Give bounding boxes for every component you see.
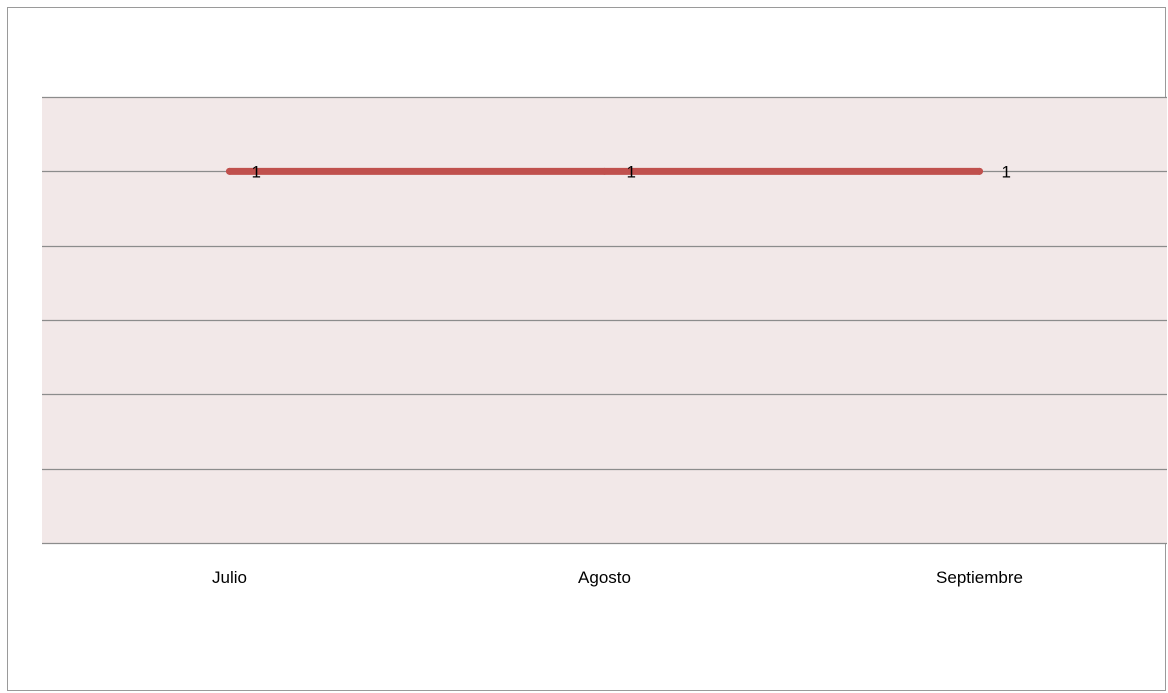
x-tick-label: Agosto [578,568,631,587]
data-labels: 1 1 1 [252,162,1011,181]
x-tick-label: Julio [212,568,247,587]
data-point [601,167,608,175]
chart-frame: 1 1 1 Julio Agosto Septiembre [7,7,1167,691]
data-label: 1 [1002,162,1011,181]
data-label: 1 [627,162,636,181]
line-chart: 1 1 1 Julio Agosto Septiembre [42,96,1167,587]
x-tick-label: Septiembre [936,568,1023,587]
data-point [226,167,233,175]
data-label: 1 [252,162,261,181]
data-point [976,167,983,175]
x-axis-tick-labels: Julio Agosto Septiembre [212,568,1023,587]
series-group [226,167,983,175]
